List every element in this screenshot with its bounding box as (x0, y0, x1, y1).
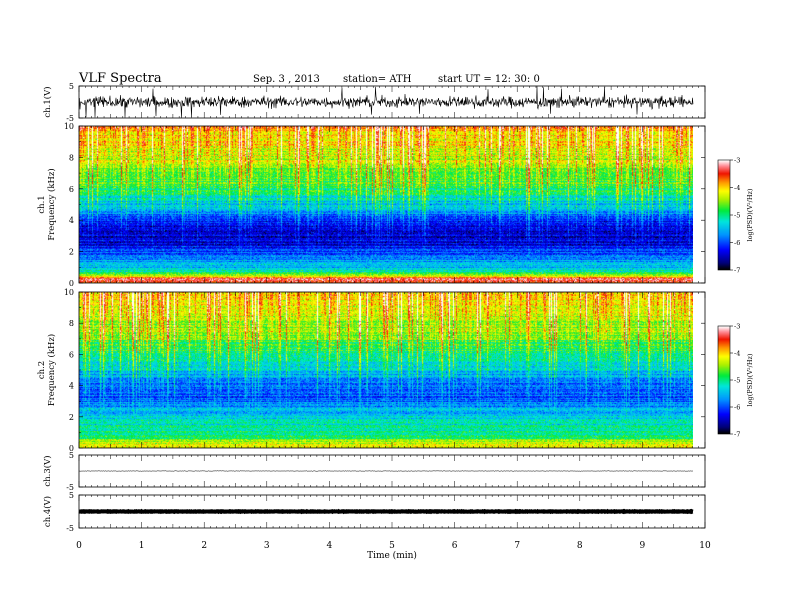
ch4-waveform-ytick: -5 (66, 524, 74, 533)
x-tick-label: 2 (201, 541, 207, 551)
ch1-colorbar-tick: -7 (734, 267, 740, 275)
figure-title: VLF Spectra (79, 71, 162, 86)
ch3-waveform-ylabel: ch.3(V) (42, 455, 53, 486)
ch1-spectrogram-ytick: 8 (69, 153, 74, 162)
ch2-spectrogram-ylabel: ch.2 (37, 361, 47, 379)
x-tick-label: 3 (264, 541, 270, 551)
ch1-spectrogram-ytick: 4 (69, 216, 74, 225)
ch1-spectrogram-ytick: 10 (64, 122, 74, 131)
ch1-waveform-trace (78, 86, 694, 118)
station-label: station= ATH (343, 74, 412, 85)
ch4-waveform-ylabel: ch.4(V) (42, 496, 53, 527)
ch1-colorbar-label: log(PSD)(V²/Hz) (746, 188, 754, 241)
x-tick-label: 5 (389, 541, 395, 551)
ch2-spectrogram-ytick: 6 (69, 350, 74, 359)
ch2-spectrogram-ytick: 4 (69, 382, 74, 391)
x-axis-label: Time (min) (367, 550, 417, 561)
ch1-spectrogram-ytick: 2 (69, 248, 74, 257)
ch2-spectrogram-image (79, 292, 693, 448)
ch4-waveform-ytick: 5 (69, 491, 74, 500)
x-tick-label: 4 (327, 541, 333, 551)
ch1-waveform-ytick: -5 (66, 114, 74, 123)
ch2-spectrogram-ylabel: Frequency (kHz) (46, 334, 57, 406)
ch2-colorbar-tick: -7 (734, 431, 740, 439)
ch2-spectrogram-ytick: 8 (69, 319, 74, 328)
ch2-colorbar-tick: -6 (734, 404, 740, 412)
ch1-spectrogram-ytick: 6 (69, 185, 74, 194)
ch1-spectrogram-image (79, 126, 693, 283)
x-tick-label: 10 (699, 541, 711, 551)
ch2-spectrogram-ytick: 10 (64, 288, 74, 297)
ch1-waveform-ytick: 5 (69, 82, 74, 91)
ch1-spectrogram-ytick: 0 (69, 279, 74, 288)
x-tick-label: 9 (640, 541, 646, 551)
ch1-waveform-ylabel: ch.1(V) (42, 86, 53, 117)
x-tick-label: 0 (76, 541, 82, 551)
ch2-colorbar-tick: -4 (734, 350, 740, 358)
ch1-colorbar (718, 160, 730, 270)
ch2-spectrogram-ytick: 0 (69, 444, 74, 453)
ch2-colorbar-label: log(PSD)(V²/Hz) (746, 353, 754, 406)
ch1-spectrogram-ylabel: ch.1 (37, 195, 47, 213)
x-tick-label: 7 (514, 541, 520, 551)
ch3-waveform-ytick: -5 (66, 483, 74, 492)
x-tick-label: 6 (452, 541, 458, 551)
ch3-waveform-ytick: 5 (69, 451, 74, 460)
ch2-colorbar-tick: -5 (734, 377, 740, 385)
ch2-colorbar-tick: -3 (734, 323, 740, 331)
date-label: Sep. 3 , 2013 (253, 74, 320, 85)
ch1-colorbar-tick: -3 (734, 157, 740, 165)
x-tick-label: 1 (139, 541, 145, 551)
ch1-colorbar-tick: -6 (734, 239, 740, 247)
ch1-colorbar-tick: -4 (734, 184, 740, 192)
ch1-colorbar-tick: -5 (734, 212, 740, 220)
ch2-spectrogram-ytick: 2 (69, 413, 74, 422)
start-time-label: start UT = 12: 30: 0 (438, 74, 540, 85)
ch1-spectrogram-ylabel: Frequency (kHz) (46, 168, 57, 240)
ch2-colorbar (718, 326, 730, 434)
x-tick-label: 8 (577, 541, 583, 551)
